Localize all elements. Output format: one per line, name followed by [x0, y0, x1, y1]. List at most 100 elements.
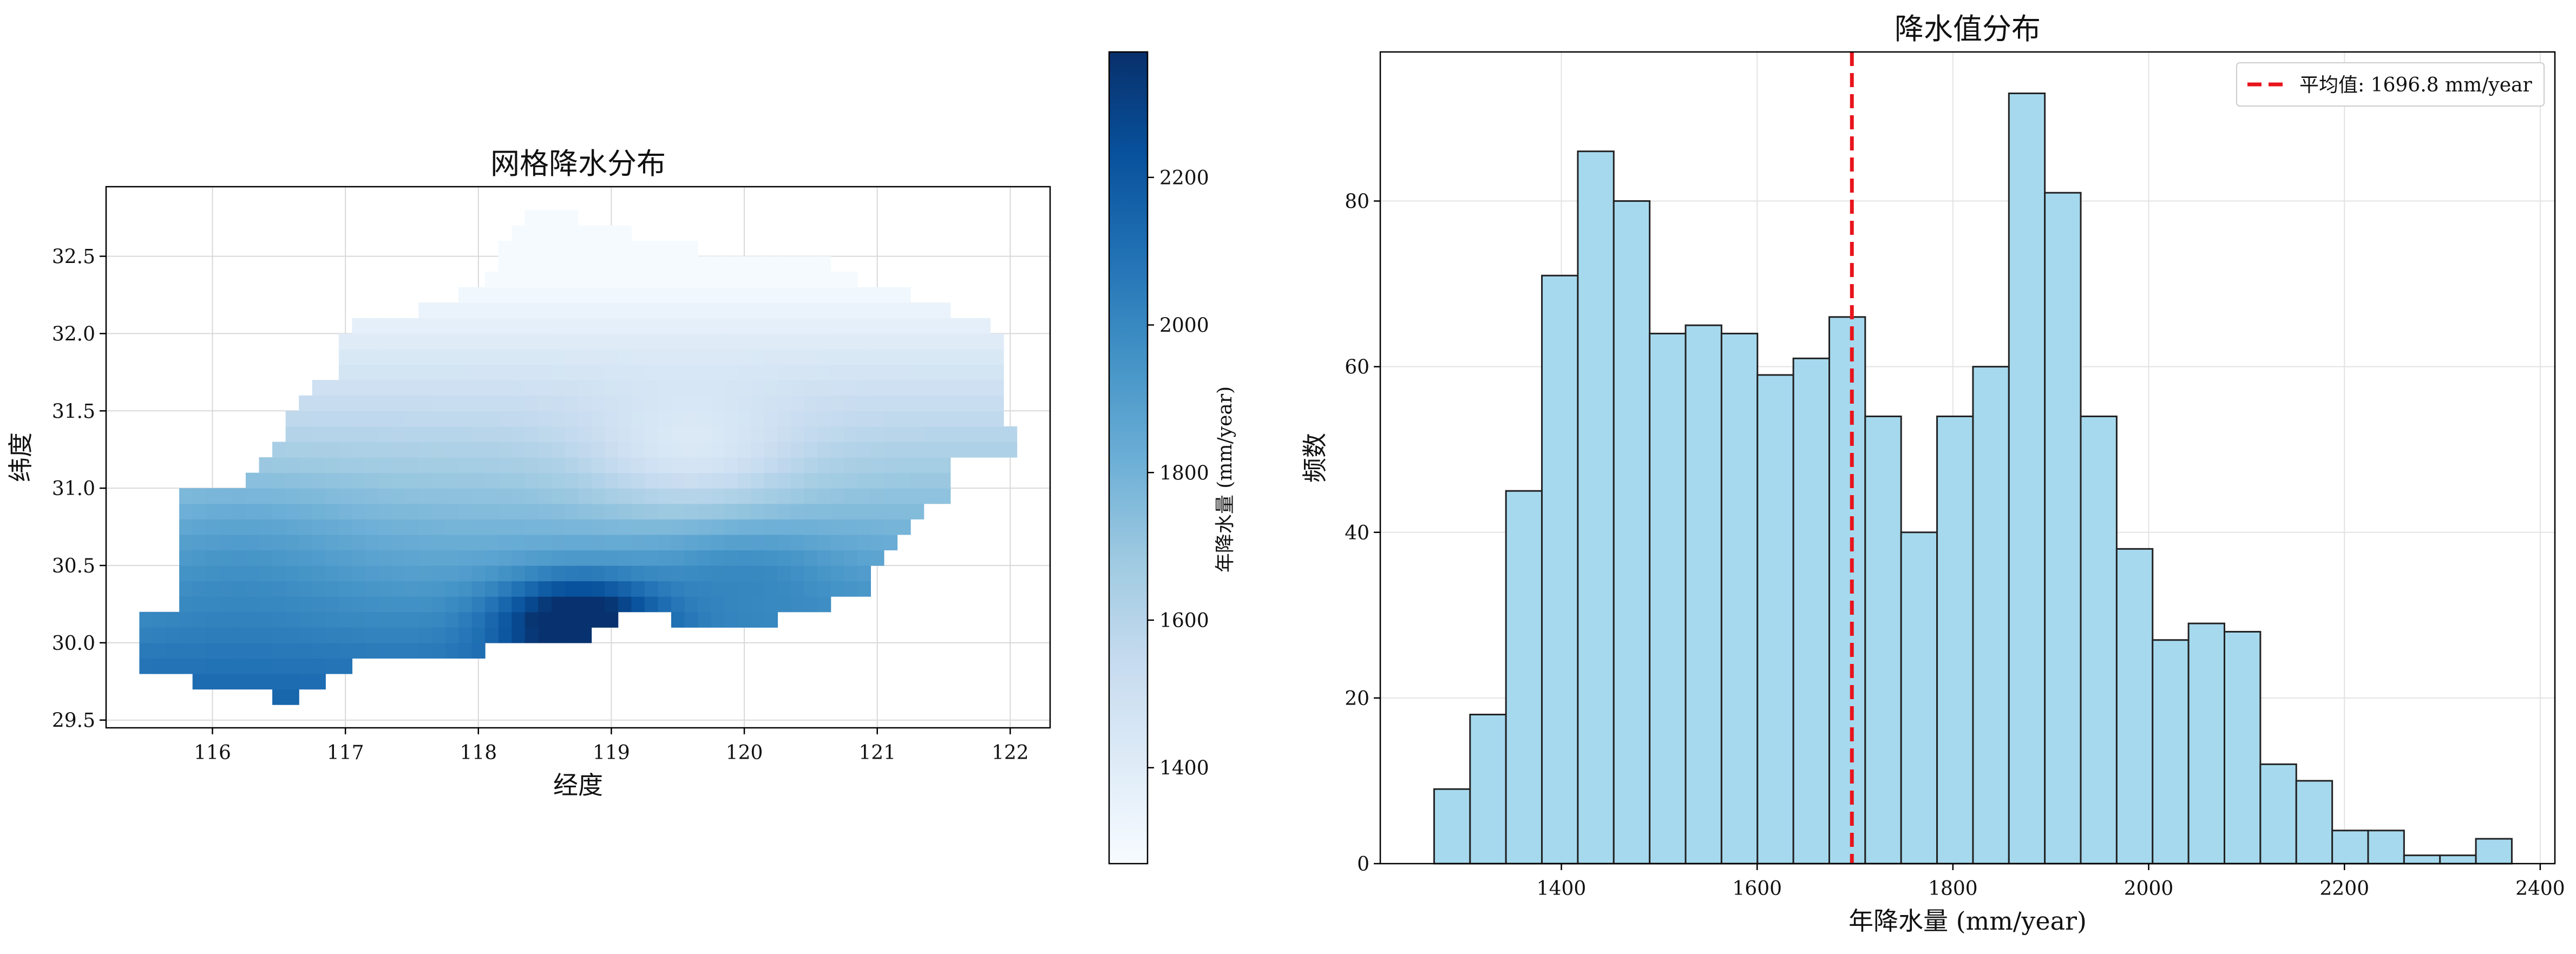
map-cell: [312, 426, 326, 443]
map-cell: [458, 627, 473, 643]
map-cell: [219, 565, 233, 582]
map-cell: [791, 534, 805, 551]
map-cell: [485, 318, 499, 334]
map-cell: [206, 534, 220, 551]
map-cell: [830, 302, 844, 319]
map-cell: [910, 349, 925, 365]
map-cell: [591, 272, 605, 288]
map-cell: [791, 581, 805, 597]
map-cell: [192, 565, 206, 582]
map-cell: [791, 550, 805, 566]
map-cell: [512, 488, 526, 504]
map-cell: [565, 364, 579, 380]
map-cell: [804, 534, 818, 551]
map-cell: [525, 472, 539, 489]
map-cell: [950, 411, 964, 427]
map-cell: [658, 272, 672, 288]
map-cell: [844, 565, 858, 582]
legend: 平均值: 1696.8 mm/year: [2236, 62, 2545, 107]
map-cell: [272, 457, 286, 473]
map-cell: [498, 380, 512, 396]
map-cell: [817, 272, 831, 288]
map-cell: [724, 581, 738, 597]
map-cell: [618, 287, 632, 303]
map-cell: [245, 674, 260, 690]
map-cell: [525, 611, 539, 628]
map-cell: [365, 642, 379, 659]
map-cell: [378, 457, 392, 473]
map-cell: [551, 287, 566, 303]
map-cell: [791, 565, 805, 582]
map-cell: [870, 380, 884, 396]
map-cell: [325, 519, 339, 535]
map-cell: [764, 380, 778, 396]
map-cell: [232, 674, 246, 690]
colorbar-tick-label: 1600: [1159, 610, 1209, 632]
colorbar-gradient: [1108, 51, 1149, 865]
map-cell: [325, 442, 339, 458]
map-cell: [644, 488, 658, 504]
map-cell: [458, 503, 473, 519]
map-cell: [312, 565, 326, 582]
map-cell: [644, 596, 658, 613]
map-cell: [618, 442, 632, 458]
map-cell: [325, 457, 339, 473]
map-cell: [644, 364, 658, 380]
map-cell: [312, 642, 326, 659]
map-cell: [631, 302, 645, 319]
map-cell: [378, 442, 392, 458]
map-cell: [777, 503, 791, 519]
map-cell: [804, 472, 818, 489]
map-cell: [431, 349, 445, 365]
map-cell: [644, 503, 658, 519]
map-cell: [591, 442, 605, 458]
map-cell: [764, 411, 778, 427]
map-cell: [937, 333, 951, 350]
map-cell: [471, 611, 486, 628]
map-cell: [658, 596, 672, 613]
map-cell: [219, 658, 233, 674]
map-cell: [512, 318, 526, 334]
map-cell: [232, 550, 246, 566]
map-cell: [671, 380, 685, 396]
map-cell: [844, 534, 858, 551]
map-y-tick-label: 31.5: [52, 400, 95, 423]
map-cell: [512, 581, 526, 597]
map-cell: [817, 550, 831, 566]
map-cell: [471, 519, 486, 535]
map-cell: [525, 364, 539, 380]
map-cell: [285, 611, 299, 628]
map-cell: [445, 380, 459, 396]
map-cell: [551, 426, 566, 443]
map-cell: [751, 534, 765, 551]
map-cell: [365, 519, 379, 535]
map-cell: [605, 380, 619, 396]
map-cell: [512, 364, 526, 380]
map-cell: [471, 642, 486, 659]
map-cell: [538, 395, 552, 411]
map-cell: [963, 349, 978, 365]
map-cell: [857, 519, 871, 535]
map-cell: [764, 611, 778, 628]
map-cell: [671, 426, 685, 443]
map-cell: [538, 287, 552, 303]
map-cell: [671, 302, 685, 319]
map-cell: [684, 426, 698, 443]
map-cell: [591, 411, 605, 427]
map-cell: [658, 426, 672, 443]
map-cell: [445, 302, 459, 319]
map-cell: [551, 302, 566, 319]
map-x-tick-label: 121: [858, 742, 896, 764]
map-cell: [338, 642, 353, 659]
map-cell: [565, 565, 579, 582]
map-cell: [272, 519, 286, 535]
map-cell: [206, 581, 220, 597]
map-panel: 116 117 118 119 120 121 122 29.5 30.0 30.5 31.0 31…: [6, 147, 1051, 800]
map-cell: [551, 581, 566, 597]
map-cell: [192, 550, 206, 566]
map-cell: [937, 302, 951, 319]
map-cell: [737, 426, 751, 443]
map-cell: [897, 426, 911, 443]
map-cell: [418, 426, 432, 443]
map-cell: [791, 302, 805, 319]
